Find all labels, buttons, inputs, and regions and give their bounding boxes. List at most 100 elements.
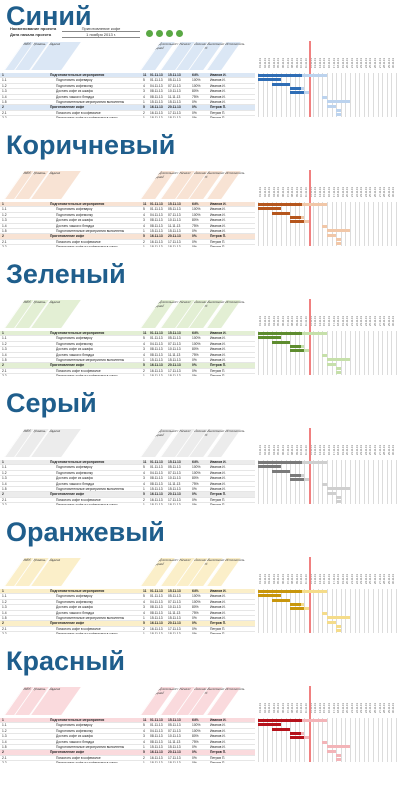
table-row[interactable]: 1.1 Подготовить кофеварку 5 01.11.13 05.11.1… <box>0 336 255 342</box>
table-row[interactable]: 2.1 Помолоть кофе в кофемолке 2 16.11.13 17.… <box>0 369 255 375</box>
task-bar[interactable] <box>336 108 341 112</box>
task-bar[interactable] <box>336 371 341 375</box>
table-row[interactable]: 1 Подготовительные мероприятия 11 01.11.13 1… <box>0 73 255 79</box>
table-row[interactable]: 1.3 Достать кофе из шкафа 3 08.11.13 10.11.1… <box>0 476 255 482</box>
table-row[interactable]: 2.1 Помолоть кофе в кофемолке 2 16.11.13 17.… <box>0 111 255 117</box>
table-row[interactable]: 1.4 Достать чашки и блюдца 4 08.11.13 11.11.… <box>0 482 255 487</box>
table-row[interactable]: 1.5 Подготовительные мероприятия выполнен… <box>0 487 255 493</box>
task-bar[interactable] <box>290 736 309 740</box>
task-bar[interactable] <box>271 82 291 86</box>
task-bar[interactable] <box>327 749 337 753</box>
add-icon[interactable] <box>156 30 163 37</box>
task-bar[interactable] <box>336 500 341 504</box>
refresh-icon[interactable] <box>146 30 153 37</box>
task-bar[interactable] <box>327 100 350 104</box>
table-row[interactable]: 2.2Пересыпать кофе из кофемолки в турку1… <box>0 632 255 634</box>
table-row[interactable]: 1.2 Подготовить кофемолку 4 04.11.13 07.11.1… <box>0 84 255 90</box>
task-bar[interactable] <box>258 202 327 206</box>
table-row[interactable]: 1.1 Подготовить кофеварку 5 01.11.13 05.11.1… <box>0 723 255 729</box>
task-bar[interactable] <box>322 482 327 486</box>
table-row[interactable]: 1 Подготовительные мероприятия 11 01.11.13 1… <box>0 331 255 337</box>
table-row[interactable]: 1.3 Достать кофе из шкафа 3 08.11.13 10.11.1… <box>0 347 255 353</box>
task-bar[interactable] <box>336 495 341 499</box>
table-row[interactable]: 1.2 Подготовить кофемолку 4 04.11.13 07.11.1… <box>0 342 255 348</box>
table-row[interactable]: 1.1 Подготовить кофеварку 5 01.11.13 05.11.1… <box>0 207 255 213</box>
table-row[interactable]: 1.5 Подготовительные мероприятия выполнен… <box>0 616 255 622</box>
table-row[interactable]: 2.1 Помолоть кофе в кофемолке 2 16.11.13 17.… <box>0 627 255 633</box>
table-row[interactable]: 1.2 Подготовить кофемолку 4 04.11.13 07.11.1… <box>0 213 255 219</box>
table-row[interactable]: 1 Подготовительные мероприятия 11 01.11.13 1… <box>0 718 255 724</box>
task-bar[interactable] <box>290 215 304 219</box>
table-row[interactable]: 2 Приготовление кофе 5 16.11.13 20.11.13 0% Пе… <box>0 621 255 627</box>
table-row[interactable]: 1.1 Подготовить кофеварку 5 01.11.13 05.11.1… <box>0 78 255 84</box>
task-bar[interactable] <box>327 233 337 237</box>
table-row[interactable]: 1.5 Подготовительные мероприятия выполнен… <box>0 100 255 106</box>
table-row[interactable]: 2.2Пересыпать кофе из кофемолки в турку1… <box>0 761 255 763</box>
table-row[interactable]: 1.2 Подготовить кофемолку 4 04.11.13 07.11.1… <box>0 600 255 606</box>
table-row[interactable]: 1.4 Достать чашки и блюдца 4 08.11.13 11.11.… <box>0 95 255 100</box>
task-bar[interactable] <box>258 589 327 593</box>
task-bar[interactable] <box>290 86 304 90</box>
task-bar[interactable] <box>290 91 309 95</box>
task-bar[interactable] <box>322 740 327 744</box>
project-date-value[interactable]: 1 ноября 2013 г. <box>62 32 140 38</box>
task-bar[interactable] <box>271 727 291 731</box>
task-bar[interactable] <box>327 358 350 362</box>
task-bar[interactable] <box>290 220 309 224</box>
task-bar[interactable] <box>322 611 327 615</box>
task-bar[interactable] <box>327 362 337 366</box>
table-row[interactable]: 1.5 Подготовительные мероприятия выполнен… <box>0 229 255 235</box>
task-bar[interactable] <box>327 491 337 495</box>
task-bar[interactable] <box>271 211 291 215</box>
task-bar[interactable] <box>258 73 327 77</box>
task-bar[interactable] <box>336 629 341 633</box>
task-bar[interactable] <box>290 478 309 482</box>
task-bar[interactable] <box>258 78 281 82</box>
task-bar[interactable] <box>290 602 304 606</box>
task-bar[interactable] <box>336 758 341 762</box>
task-bar[interactable] <box>290 344 304 348</box>
table-row[interactable]: 1 Подготовительные мероприятия 11 01.11.13 1… <box>0 460 255 466</box>
task-bar[interactable] <box>327 487 350 491</box>
table-row[interactable]: 1.1 Подготовить кофеварку 5 01.11.13 05.11.1… <box>0 594 255 600</box>
table-row[interactable]: 1.2 Подготовить кофемолку 4 04.11.13 07.11.1… <box>0 729 255 735</box>
task-bar[interactable] <box>271 469 291 473</box>
table-row[interactable]: 2.1 Помолоть кофе в кофемолке 2 16.11.13 17.… <box>0 756 255 762</box>
task-bar[interactable] <box>327 104 337 108</box>
task-bar[interactable] <box>336 366 341 370</box>
task-bar[interactable] <box>327 229 350 233</box>
table-row[interactable]: 2.1 Помолоть кофе в кофемолке 2 16.11.13 17.… <box>0 498 255 504</box>
table-row[interactable]: 2.2Пересыпать кофе из кофемолки в турку1… <box>0 374 255 376</box>
task-bar[interactable] <box>290 731 304 735</box>
task-bar[interactable] <box>336 237 341 241</box>
task-bar[interactable] <box>336 242 341 246</box>
task-bar[interactable] <box>271 598 291 602</box>
table-row[interactable]: 2 Приготовление кофе 5 16.11.13 20.11.13 0% Пе… <box>0 105 255 111</box>
task-bar[interactable] <box>322 224 327 228</box>
task-bar[interactable] <box>258 594 281 598</box>
task-bar[interactable] <box>258 723 281 727</box>
task-bar[interactable] <box>336 753 341 757</box>
task-bar[interactable] <box>336 624 341 628</box>
table-row[interactable]: 1 Подготовительные мероприятия 11 01.11.13 1… <box>0 589 255 595</box>
table-row[interactable]: 1.5 Подготовительные мероприятия выполнен… <box>0 358 255 364</box>
table-row[interactable]: 1.1 Подготовить кофеварку 5 01.11.13 05.11.1… <box>0 465 255 471</box>
task-bar[interactable] <box>271 340 291 344</box>
task-bar[interactable] <box>258 336 281 340</box>
table-row[interactable]: 1 Подготовительные мероприятия 11 01.11.13 1… <box>0 202 255 208</box>
table-row[interactable]: 1.4 Достать чашки и блюдца 4 08.11.13 11.11.… <box>0 611 255 616</box>
task-bar[interactable] <box>336 113 341 117</box>
table-row[interactable]: 2 Приготовление кофе 5 16.11.13 20.11.13 0% Пе… <box>0 750 255 756</box>
help-icon[interactable] <box>176 30 183 37</box>
task-bar[interactable] <box>290 349 309 353</box>
table-row[interactable]: 1.4 Достать чашки и блюдца 4 08.11.13 11.11.… <box>0 740 255 745</box>
table-row[interactable]: 1.3 Достать кофе из шкафа 3 08.11.13 10.11.1… <box>0 605 255 611</box>
task-bar[interactable] <box>258 465 281 469</box>
task-bar[interactable] <box>290 607 309 611</box>
task-bar[interactable] <box>322 353 327 357</box>
table-row[interactable]: 1.3 Достать кофе из шкафа 3 08.11.13 10.11.1… <box>0 89 255 95</box>
table-row[interactable]: 2 Приготовление кофе 5 16.11.13 20.11.13 0% Пе… <box>0 234 255 240</box>
table-row[interactable]: 1.4 Достать чашки и блюдца 4 08.11.13 11.11.… <box>0 224 255 229</box>
task-bar[interactable] <box>322 95 327 99</box>
table-row[interactable]: 1.4 Достать чашки и блюдца 4 08.11.13 11.11.… <box>0 353 255 358</box>
